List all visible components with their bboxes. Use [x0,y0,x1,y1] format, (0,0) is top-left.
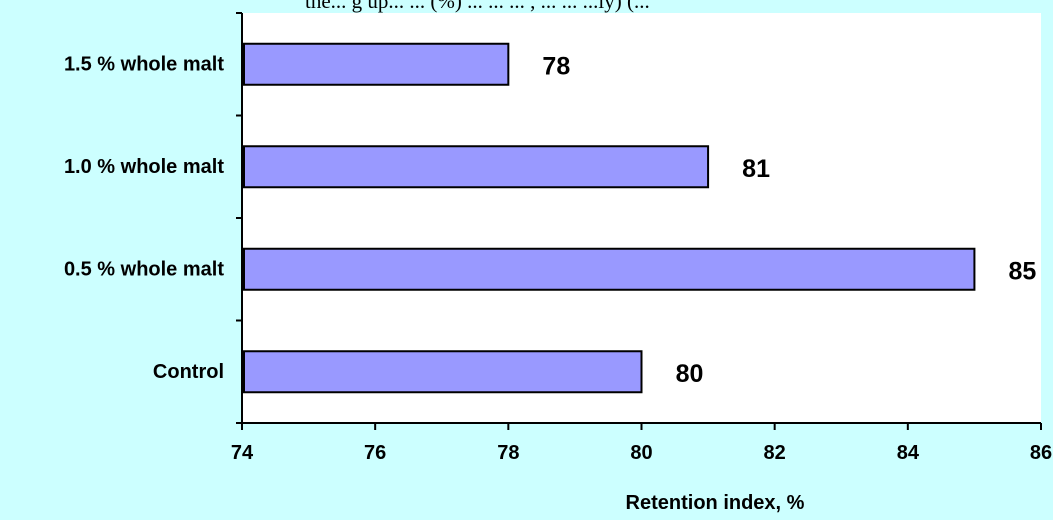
x-tick-label-0: 74 [231,442,254,464]
labels-layer: 1.5 % whole malt 78 1.0 % whole malt 81 0.5 … [64,52,1052,514]
x-tick-label-3: 80 [630,442,652,464]
bar-3 [243,350,643,394]
x-tick-label-2: 78 [497,442,519,464]
category-label-0: 1.5 % whole malt [64,53,224,75]
x-axis-title: Retention index, % [626,492,805,514]
category-label-3: Control [153,361,224,383]
data-label-2: 85 [1009,257,1037,285]
data-label-3: 80 [676,360,704,388]
data-label-1: 81 [742,155,770,183]
x-tick-label-1: 76 [364,442,386,464]
bar-0 [243,42,510,86]
category-label-2: 0.5 % whole malt [64,258,224,280]
axes-layer [236,12,1042,430]
data-label-0: 78 [542,52,570,80]
bars-layer [243,42,976,394]
x-tick-label-6: 86 [1030,442,1052,464]
x-tick-label-4: 82 [764,442,786,464]
bar-1 [243,145,710,189]
clipped-caption-text: the... g up... ... (%) ... ... ... , ...… [305,0,650,13]
bar-2 [243,247,976,291]
x-tick-label-5: 84 [897,442,920,464]
category-label-1: 1.0 % whole malt [64,156,224,178]
